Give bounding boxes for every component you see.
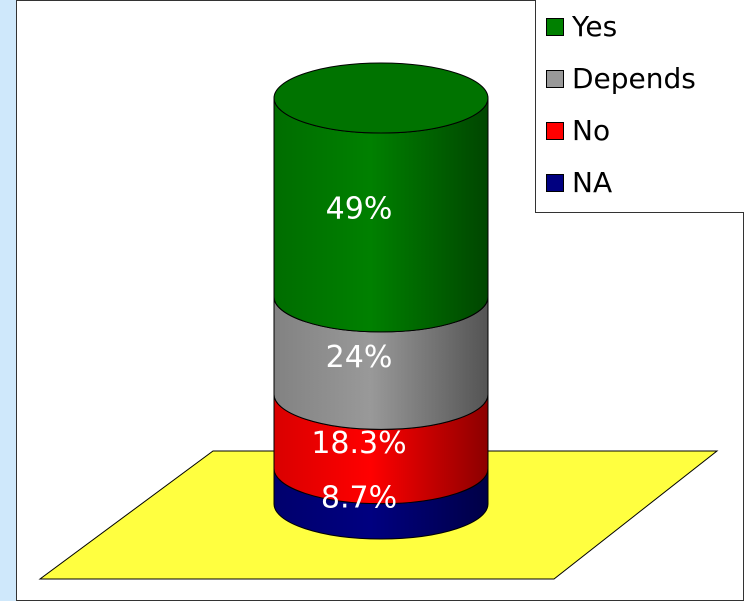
data-labels: 8.7% 18.3% 24% 49% xyxy=(311,192,406,516)
legend-label-na: NA xyxy=(572,166,613,199)
legend-label-depends: Depends xyxy=(572,62,696,95)
data-label-yes: 49% xyxy=(326,192,393,227)
legend-item-na: NA xyxy=(546,168,612,198)
legend: Yes Depends No NA xyxy=(535,0,744,213)
legend-swatch-no xyxy=(546,122,564,140)
legend-swatch-yes xyxy=(546,18,564,36)
legend-label-no: No xyxy=(572,114,611,147)
legend-item-depends: Depends xyxy=(546,64,696,94)
stacked-cylinder xyxy=(273,62,489,540)
data-label-depends: 24% xyxy=(326,340,393,375)
cylinder-top xyxy=(273,62,489,134)
legend-item-no: No xyxy=(546,116,610,146)
legend-swatch-na xyxy=(546,174,564,192)
plot-area: 8.7% 18.3% 24% 49% xyxy=(38,62,719,580)
data-label-no: 18.3% xyxy=(311,426,406,461)
legend-label-yes: Yes xyxy=(572,10,618,43)
legend-item-yes: Yes xyxy=(546,12,617,42)
legend-swatch-depends xyxy=(546,70,564,88)
data-label-na: 8.7% xyxy=(321,481,397,516)
